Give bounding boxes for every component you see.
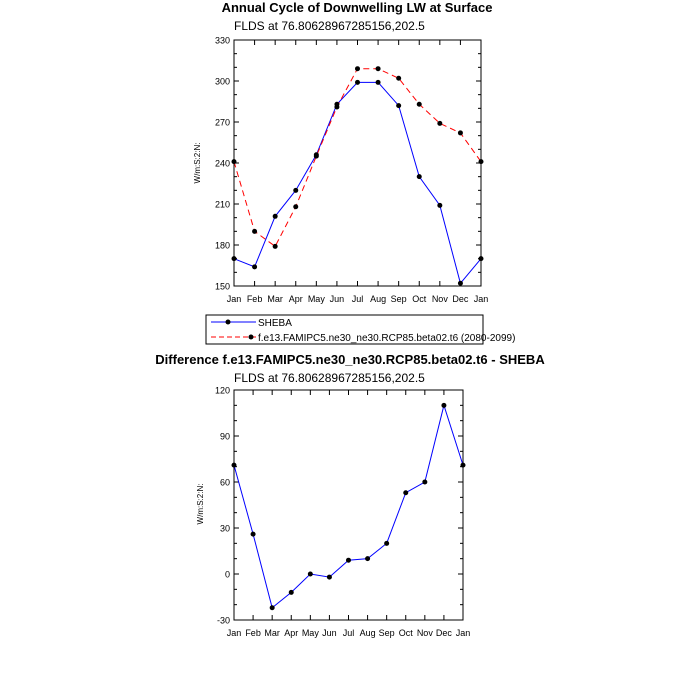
chart2-y-tick-label: 120 (215, 386, 230, 396)
chart1-y-tick-label: 210 (215, 200, 230, 210)
chart2-series-1-point (403, 490, 409, 496)
chart1-y-tick-label: 240 (215, 159, 230, 169)
chart1-y-tick-label: 150 (215, 282, 230, 292)
chart2-y-tick-label: 30 (220, 524, 230, 534)
chart1-series-1-point (231, 256, 237, 262)
chart2-series-1-line (233, 403, 464, 609)
chart2-x-tick-label: Jul (343, 628, 355, 638)
chart2-y-tick-label: 90 (220, 432, 230, 442)
chart1-series-2-point (416, 101, 422, 107)
chart1-x-tick-label: Mar (267, 294, 283, 304)
chart1-y-axis-label: W/m:S:2:N: (193, 143, 202, 184)
chart2-series-1-point (307, 571, 313, 577)
legend-label-model: f.e13.FAMIPC5.ne30_ne30.RCP85.beta02.t6 … (258, 333, 515, 344)
chart1-x-tick-label: May (308, 294, 326, 304)
chart2-x-tick-label: Sep (379, 628, 395, 638)
chart2-marks (231, 402, 466, 611)
chart2-series-1-point (460, 462, 466, 468)
chart1-y-tick-label: 300 (215, 77, 230, 87)
chart2-series-1-point (384, 540, 390, 546)
chart2-x-tick-label: Jan (456, 628, 471, 638)
chart1-y-tick-label: 270 (215, 118, 230, 128)
chart1-y-tick-label: 330 (215, 36, 230, 46)
chart2-series-1-point (365, 556, 371, 562)
chart2-x-tick-label: Oct (399, 628, 414, 638)
chart1-series-2-point (478, 159, 484, 165)
chart2-subtitle: FLDS at 76.80628967285156,202.5 (234, 371, 425, 385)
chart1-x-tick-label: Jan (474, 294, 489, 304)
chart1-series-2-point (355, 66, 360, 72)
chart2-series-1-point (346, 557, 351, 563)
chart1-x-tick-label: Dec (452, 294, 469, 304)
chart2-series-1-point (441, 402, 447, 408)
chart1-series-1-point (396, 103, 402, 109)
chart1-x-tick-label: Jun (330, 294, 345, 304)
chart2-x-tick-label: Dec (436, 628, 453, 638)
chart1-x-tick-label: Nov (432, 294, 449, 304)
chart1-series-2-point (375, 66, 381, 72)
chart1-x-tick-label: Jul (352, 294, 364, 304)
chart2-y-tick-label: 60 (220, 478, 230, 488)
chart2-series-1-point (250, 531, 256, 537)
chart2-y-tick-label: -30 (217, 616, 230, 626)
legend-marker-model (248, 334, 254, 340)
chart2-x-tick-label: May (302, 628, 320, 638)
chart2-x-tick-label: Jun (322, 628, 337, 638)
chart2-plot-frame (233, 389, 464, 621)
legend-label-sheba: SHEBA (258, 318, 292, 329)
chart1-series-1-point (437, 202, 443, 208)
chart1-series-2-point (396, 75, 402, 81)
chart1-series-2-point (231, 159, 237, 165)
chart2-y-axis-label: W/m:S:2:N: (196, 484, 205, 525)
chart1-series-1-point (293, 187, 299, 193)
chart2-series-1-point (288, 589, 294, 595)
legend-marker-sheba (225, 319, 231, 325)
chart1-series-1-line (233, 81, 482, 285)
chart2-x-tick-label: Jan (227, 628, 242, 638)
chart1-y-tick-label: 180 (215, 241, 230, 251)
chart2-x-tick-label: Mar (264, 628, 280, 638)
chart1-x-tick-label: Feb (247, 294, 263, 304)
chart1-series-1-point (478, 256, 484, 262)
chart1-plot-frame (233, 39, 482, 287)
chart1-series-2-point (272, 243, 278, 249)
chart1-series-1-point (272, 213, 278, 219)
chart1-axes: 150 180 210 240 270 300 330 Jan Feb Mar Apr May Jun J… (215, 36, 488, 305)
chart1-series-2-point (293, 204, 299, 210)
chart2-series-1-point (269, 605, 275, 611)
chart1-series-1-point (355, 79, 360, 85)
chart1-legend: SHEBA f.e13.FAMIPC5.ne30_ne30.RCP85.beta… (205, 314, 515, 345)
chart1-subtitle: FLDS at 76.80628967285156,202.5 (234, 19, 425, 33)
chart1-series-2-point (334, 104, 340, 110)
chart1-x-tick-label: Jan (227, 294, 242, 304)
chart1-series-2-point (437, 120, 443, 126)
chart2-series-1-point (422, 479, 428, 485)
annual-cycle-chart: Annual Cycle of Downwelling LW at Surfac… (193, 0, 492, 304)
chart2-title: Difference f.e13.FAMIPC5.ne30_ne30.RCP85… (155, 352, 545, 367)
chart2-x-tick-label: Aug (360, 628, 376, 638)
chart2-series-1-point (326, 574, 332, 580)
chart1-x-tick-label: Apr (289, 294, 303, 304)
chart2-x-tick-label: Apr (284, 628, 298, 638)
difference-chart: Difference f.e13.FAMIPC5.ne30_ne30.RCP85… (155, 352, 545, 638)
chart2-y-tick-label: 0 (225, 570, 230, 580)
chart1-series-2-point (457, 130, 463, 136)
chart1-series-1-point (252, 264, 258, 270)
chart1-series-1-point (457, 280, 463, 286)
chart1-x-tick-label: Oct (412, 294, 427, 304)
chart2-x-tick-label: Nov (417, 628, 434, 638)
chart1-series-1-point (375, 79, 381, 85)
chart1-series-1-point (416, 174, 422, 180)
chart2-series-1-point (231, 462, 237, 468)
chart2-x-tick-label: Feb (245, 628, 261, 638)
chart1-title: Annual Cycle of Downwelling LW at Surfac… (222, 0, 493, 15)
chart1-series-2-point (313, 153, 319, 159)
chart1-x-tick-label: Aug (370, 294, 386, 304)
chart1-series-2-point (252, 228, 258, 234)
chart1-marks (231, 66, 484, 286)
chart1-x-tick-label: Sep (391, 294, 407, 304)
